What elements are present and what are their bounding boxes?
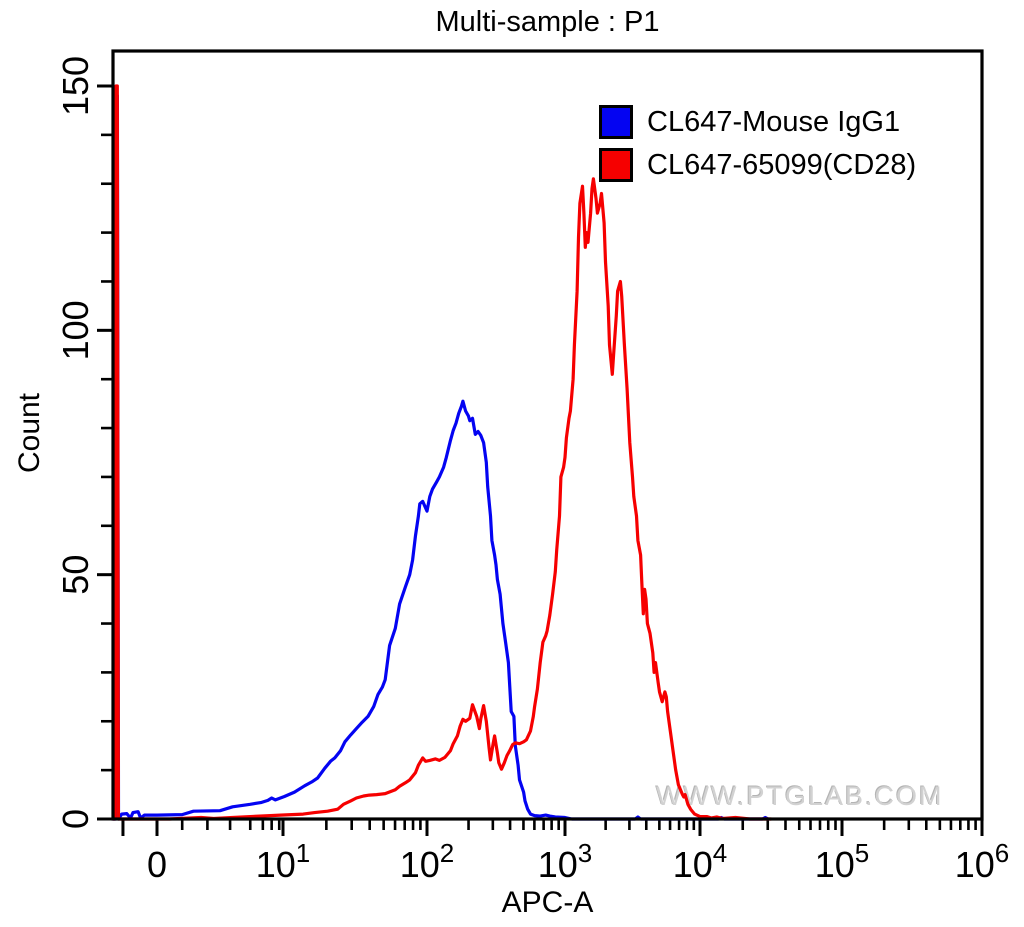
legend: CL647-Mouse IgG1 CL647-65099(CD28) bbox=[599, 104, 916, 190]
legend-item-cd28: CL647-65099(CD28) bbox=[599, 147, 916, 183]
x-axis-title: APC-A bbox=[501, 886, 594, 919]
legend-swatch-blue bbox=[599, 105, 633, 139]
x-tick-label: 102 bbox=[400, 838, 455, 885]
y-tick-label: 100 bbox=[55, 300, 96, 360]
y-tick-label: 50 bbox=[55, 555, 96, 595]
legend-swatch-red bbox=[599, 148, 633, 182]
y-tick-label: 0 bbox=[55, 809, 96, 829]
x-tick-label: 104 bbox=[673, 838, 728, 885]
chart-title: Multi-sample : P1 bbox=[435, 6, 660, 38]
series-curve-igg1 bbox=[111, 94, 770, 821]
x-tick-label: 101 bbox=[256, 838, 311, 885]
x-tick-label: 103 bbox=[538, 838, 593, 885]
x-tick-label: 105 bbox=[815, 838, 870, 885]
legend-label: CL647-65099(CD28) bbox=[647, 148, 917, 181]
series-curve-cd28 bbox=[111, 84, 773, 821]
x-tick-label: 0 bbox=[147, 844, 167, 885]
legend-item-igg1: CL647-Mouse IgG1 bbox=[599, 104, 916, 140]
plot-frame bbox=[111, 49, 984, 821]
watermark: WWW.PTGLAB.COM bbox=[656, 781, 944, 811]
y-tick-label: 150 bbox=[55, 56, 96, 116]
y-axis-title: Count bbox=[13, 392, 46, 474]
x-tick-label: 106 bbox=[955, 838, 1010, 885]
legend-label: CL647-Mouse IgG1 bbox=[647, 105, 901, 138]
